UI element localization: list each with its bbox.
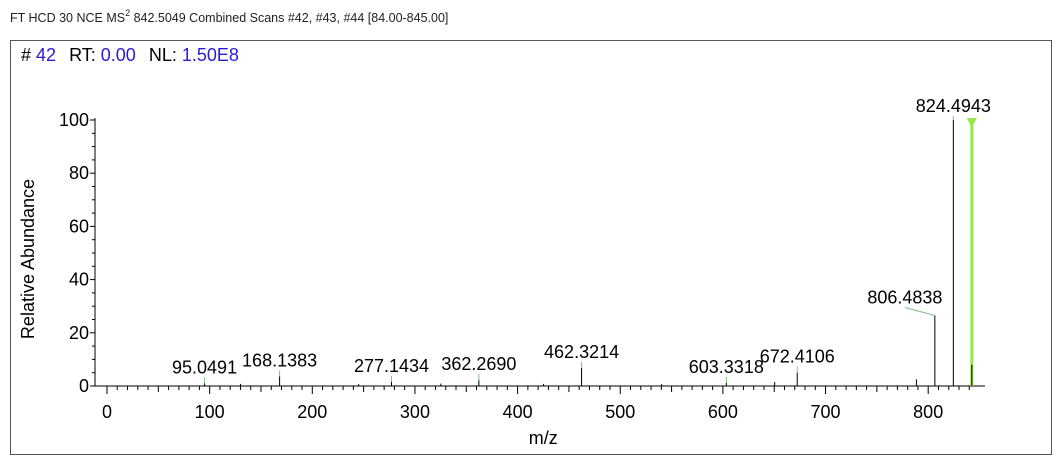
scan-info: # 42 RT: 0.00 NL: 1.50E8 (21, 45, 239, 66)
peak-label: 672.4106 (760, 347, 835, 367)
peak-label: 806.4838 (867, 288, 942, 308)
y-tick-label: 100 (59, 110, 89, 130)
header-suffix: 842.5049 Combined Scans #42, #43, #44 [8… (130, 11, 449, 26)
x-tick-label: 0 (102, 402, 112, 422)
y-tick-label: 40 (69, 270, 89, 290)
scan-header: FT HCD 30 NCE MS2 842.5049 Combined Scan… (10, 8, 449, 26)
rt-value: 0.00 (100, 45, 136, 65)
peak-label: 168.1383 (242, 350, 317, 370)
x-tick-label: 100 (195, 402, 225, 422)
nl-value: 1.50E8 (181, 45, 239, 65)
x-tick-label: 400 (503, 402, 533, 422)
peak-label: 362.2690 (441, 354, 516, 374)
peak-label: 95.0491 (172, 357, 237, 377)
scan-number-label: # (21, 45, 32, 65)
x-tick-label: 700 (811, 402, 841, 422)
peak-label: 824.4943 (916, 96, 991, 116)
peak-label-leader (904, 307, 935, 316)
x-tick-label: 300 (400, 402, 430, 422)
x-axis-title: m/z (529, 428, 558, 448)
y-tick-label: 60 (69, 216, 89, 236)
x-tick-label: 800 (913, 402, 943, 422)
y-tick-label: 0 (79, 376, 89, 396)
y-axis-title: Relative Abundance (18, 179, 38, 339)
nl-label: NL: (148, 45, 177, 65)
header-prefix: FT HCD 30 NCE MS (10, 11, 126, 26)
rt-label: RT: (69, 45, 96, 65)
x-tick-label: 500 (605, 402, 635, 422)
peak-label: 277.1434 (354, 356, 429, 376)
precursor-marker-head (966, 118, 977, 128)
y-tick-label: 80 (69, 163, 89, 183)
spectrum-panel: # 42 RT: 0.00 NL: 1.50E8 (10, 40, 1052, 455)
header-superscript: 2 (125, 8, 131, 18)
peak-label: 462.3214 (544, 342, 619, 362)
y-tick-label: 20 (69, 323, 89, 343)
scan-number-value: 42 (36, 45, 57, 65)
peak-label: 603.3318 (689, 357, 764, 377)
x-tick-label: 600 (708, 402, 738, 422)
x-tick-label: 200 (297, 402, 327, 422)
